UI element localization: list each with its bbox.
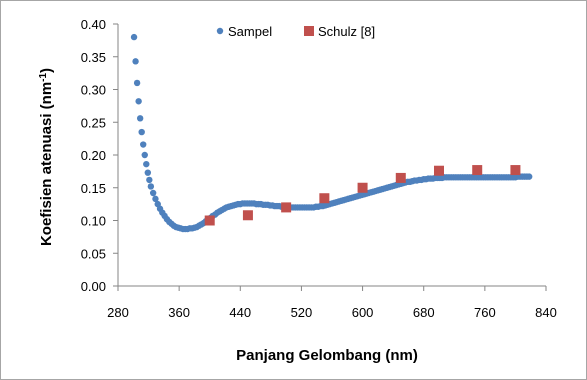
x-tick-label: 600 [352, 305, 374, 320]
sampel-point [146, 177, 152, 183]
x-tick-label: 520 [291, 305, 313, 320]
x-axis-title: Panjang Gelombang (nm) [236, 347, 418, 364]
sampel-series [131, 34, 533, 232]
x-tick-label: 760 [474, 305, 496, 320]
sampel-point [143, 161, 149, 167]
x-tick-label: 360 [168, 305, 190, 320]
sampel-point [131, 34, 137, 40]
y-tick-label: 0.15 [81, 181, 106, 196]
sampel-point [132, 58, 138, 64]
legend-marker-schulz [304, 26, 314, 36]
sampel-point [137, 115, 143, 121]
sampel-point [138, 129, 144, 135]
sampel-point [142, 152, 148, 158]
schulz-point [319, 193, 329, 203]
legend: Sampel Schulz [8] [217, 24, 375, 39]
schulz-point [472, 165, 482, 175]
sampel-point [526, 173, 532, 179]
y-tick-label: 0.20 [81, 148, 106, 163]
y-tick-label: 0.00 [81, 279, 106, 294]
sampel-point [134, 80, 140, 86]
sampel-point [150, 190, 156, 196]
legend-label-schulz: Schulz [8] [318, 24, 375, 39]
sampel-point [148, 183, 154, 189]
sampel-point [145, 169, 151, 175]
y-tick-label: 0.25 [81, 115, 106, 130]
x-tick-label: 840 [535, 305, 557, 320]
sampel-point [140, 141, 146, 147]
y-axis-title-end: ) [38, 68, 55, 73]
legend-marker-sampel [217, 28, 223, 34]
schulz-point [281, 202, 291, 212]
y-tick-label: 0.10 [81, 214, 106, 229]
y-axis-title: Koefisien atenuasi (nm-1) [38, 68, 56, 246]
schulz-point [510, 165, 520, 175]
schulz-point [205, 216, 215, 226]
y-tick-label: 0.30 [81, 83, 106, 98]
schulz-point [434, 166, 444, 176]
y-tick-label: 0.40 [81, 17, 106, 32]
axes [113, 24, 546, 291]
schulz-point [243, 210, 253, 220]
schulz-point [358, 183, 368, 193]
x-tick-label: 440 [229, 305, 251, 320]
x-tick-label: 280 [107, 305, 129, 320]
x-tick-labels: 280 360 440 520 600 680 760 840 [107, 305, 557, 320]
y-tick-label: 0.35 [81, 50, 106, 65]
y-tick-label: 0.05 [81, 246, 106, 261]
y-axis-title-main: Koefisien atenuasi (nm [38, 82, 55, 246]
legend-label-sampel: Sampel [228, 24, 272, 39]
sampel-point [135, 98, 141, 104]
x-tick-label: 680 [413, 305, 435, 320]
schulz-point [396, 173, 406, 183]
y-tick-labels: 0.00 0.05 0.10 0.15 0.20 0.25 0.30 0.35 0.40 [81, 17, 106, 294]
